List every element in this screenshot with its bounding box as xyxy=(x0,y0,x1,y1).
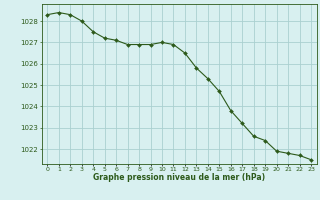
X-axis label: Graphe pression niveau de la mer (hPa): Graphe pression niveau de la mer (hPa) xyxy=(93,173,265,182)
